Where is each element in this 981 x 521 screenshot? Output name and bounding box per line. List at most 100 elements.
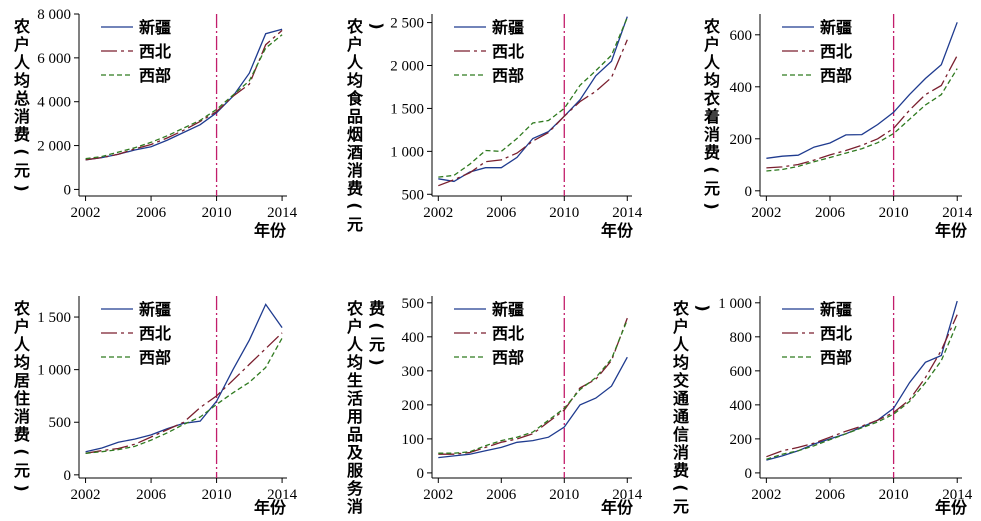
x-tick-label: 2002 [751,205,781,221]
x-tick-label: 2006 [136,487,167,503]
y-tick-label: 0 [417,466,425,482]
series-line-1 [85,28,283,161]
y-tick-label: 1 500 [37,310,71,326]
y-tick-label: 2 500 [390,16,424,32]
y-axis-label-char: 费 [14,125,30,144]
y-axis-label-char: 元 [673,497,689,516]
y-axis-label-char: 户 [14,35,30,54]
y-axis-label-char: 衣 [704,89,720,108]
series-line-1 [85,303,283,453]
y-tick-label: 8 000 [37,7,71,23]
legend-label: 西北 [820,324,852,343]
y-axis-label-char: 着 [703,107,720,126]
y-tick-label: 1 500 [390,101,424,117]
y-axis-label-char: ( [13,148,32,155]
y-axis-label-char: 通 [673,389,689,408]
series-line-1 [438,356,628,459]
legend-label: 新疆 [820,300,852,319]
y-axis-label-char: ) [368,358,387,365]
y-tick-label: 0 [745,184,753,200]
legend-label: 西北 [820,42,852,61]
x-tick-label: 2010 [202,487,232,503]
y-tick-label: 500 [402,187,425,203]
y-axis-label-char: 服 [347,461,364,480]
y-axis-label-char: 总 [14,89,30,108]
y-tick-label: 2 000 [37,139,71,155]
y-axis-label-char: 农 [346,299,363,318]
y-axis-label-char: 活 [347,389,363,408]
chart-panel-1: 0 2 000 4 000 6 000 8 000 2002 2006 2010 2014 新疆西… [13,7,298,240]
chart-panel-2: 500 1 000 1 500 2 000 2 500 2002 2006 2010 2014 新… [346,14,643,240]
y-tick-label: 4 000 [37,95,71,111]
y-axis-label-char: ( [346,202,365,209]
y-axis-label-char: 费 [347,179,363,198]
y-axis-label-char: 生 [347,371,363,390]
x-tick-label: 2014 [612,205,643,221]
y-tick-label: 400 [730,80,753,96]
y-axis-label-char: 均 [14,353,30,372]
x-tick-label: 2010 [549,205,579,221]
legend-label: 西北 [139,324,171,343]
series-line-1 [766,22,958,159]
series-line-3 [85,337,283,454]
y-axis-label-char: 交 [673,371,689,390]
y-axis-label-char: 费 [704,143,720,162]
series-line-2 [766,55,958,169]
y-axis-label-char: 务 [347,479,364,498]
y-axis-label-char: 均 [347,353,363,372]
chart-panel-6: 0 200 400 600 800 1 000 2002 2006 2010 2014 新疆西北西部… [672,296,973,517]
x-tick-label: 2006 [486,487,517,503]
y-axis-label-char: 费 [14,425,30,444]
y-axis-label-char: 消 [14,407,30,426]
y-axis-label-char: 均 [347,71,363,90]
y-axis-label-char: 农 [672,299,689,318]
x-tick-label: 2002 [423,205,453,221]
legend-label: 新疆 [820,18,852,37]
series-line-3 [438,17,628,178]
y-axis-label-char: 元 [704,179,720,198]
y-axis-label-char: 居 [14,371,30,390]
y-axis-label-char: 元 [347,215,363,234]
x-tick-label: 2006 [486,205,517,221]
x-tick-label: 2014 [267,487,298,503]
x-tick-label: 2002 [71,487,101,503]
x-axis-label: 年份 [254,498,287,517]
legend-label: 西部 [492,348,524,367]
y-axis-label-char: ( [13,448,32,455]
x-axis-label: 年份 [254,221,287,240]
x-tick-label: 2010 [202,205,232,221]
y-axis-label-char: 信 [673,425,689,444]
y-tick-label: 800 [730,330,753,346]
x-tick-label: 2010 [879,205,909,221]
series-line-3 [766,322,958,460]
x-tick-label: 2010 [549,487,579,503]
y-axis-label-char: ) [13,184,32,191]
y-axis-label-char: ( [672,484,691,491]
y-axis-label-char: ( [368,322,387,329]
y-axis-label-char: 费 [369,299,385,318]
y-axis-label-char: 人 [14,335,31,354]
series-line-2 [438,39,628,187]
y-axis-label-char: 元 [14,161,30,180]
y-axis-label-char: 户 [673,317,689,336]
chart-panel-5: 0 100 200 300 400 500 2002 2006 2010 2014 新疆西北西部年份… [346,296,643,517]
legend-label: 西北 [492,42,524,61]
y-tick-label: 1 000 [718,296,752,312]
y-tick-label: 100 [402,432,425,448]
y-tick-label: 500 [402,296,425,312]
y-axis-label-char: ) [703,202,722,209]
x-axis-label: 年份 [601,221,634,240]
legend-label: 西部 [820,66,852,85]
y-tick-label: 0 [745,466,753,482]
y-axis-label-char: 人 [14,53,31,72]
x-tick-label: 2014 [942,487,973,503]
y-tick-label: 600 [730,28,753,44]
y-axis-label-char: 均 [14,71,30,90]
series-line-2 [766,314,958,458]
series-line-3 [438,319,628,454]
legend-label: 西北 [492,324,524,343]
legend-label: 西部 [492,66,524,85]
y-axis-label-char: 元 [369,335,385,354]
